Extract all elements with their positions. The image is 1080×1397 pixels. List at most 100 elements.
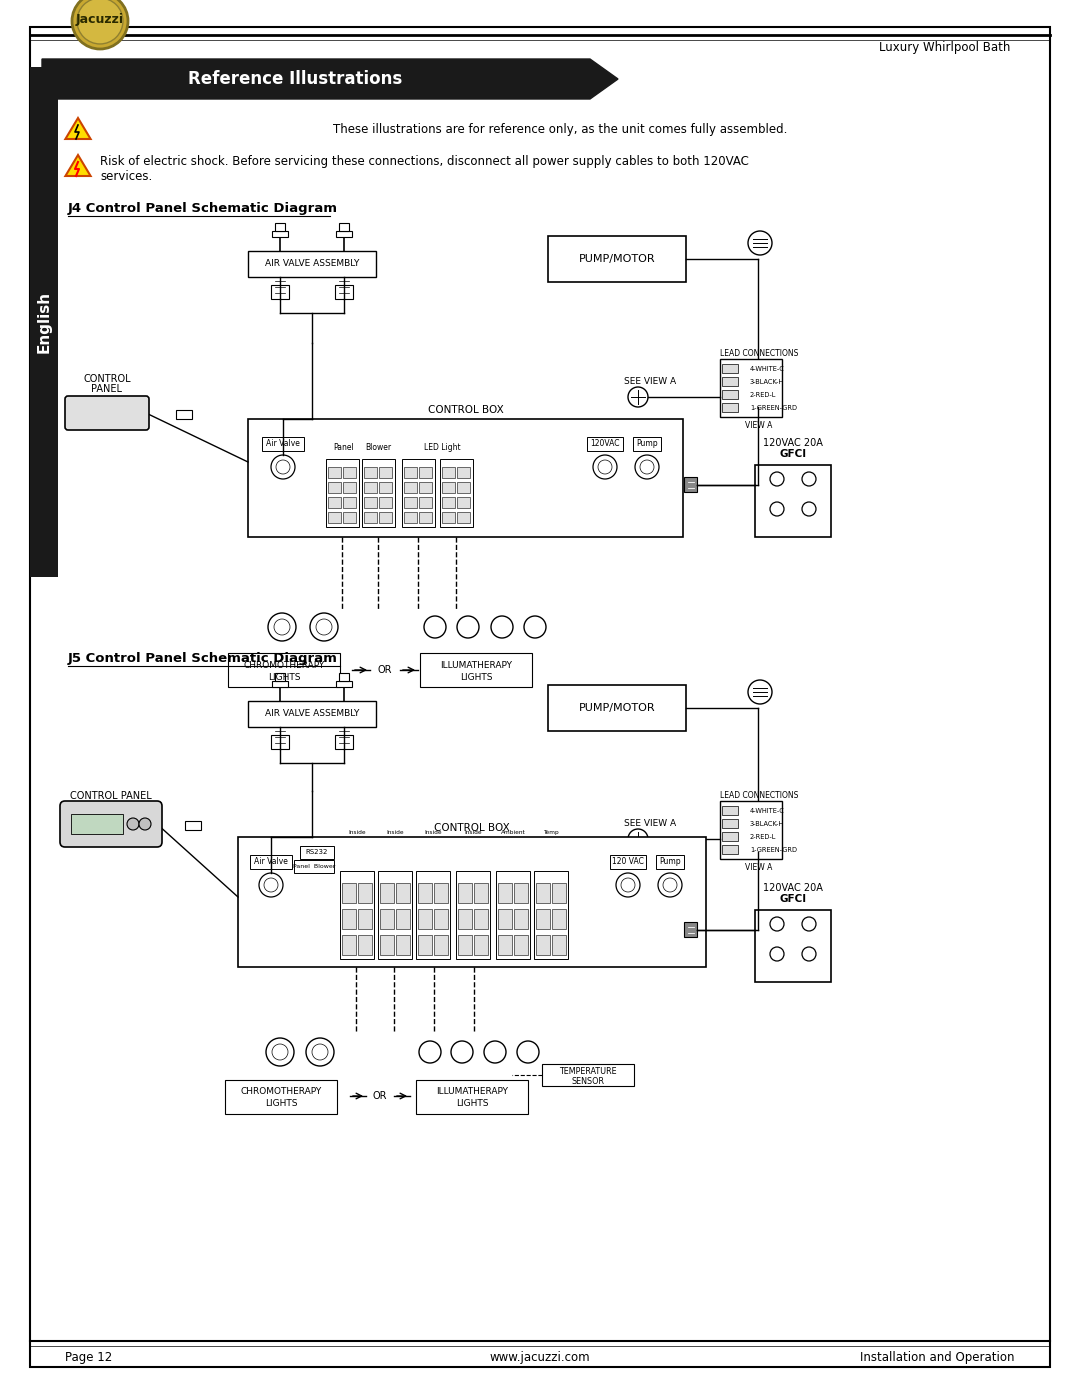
Circle shape	[310, 613, 338, 641]
Bar	[379, 511, 392, 522]
Text: LEAD CONNECTIONS: LEAD CONNECTIONS	[719, 348, 798, 358]
Polygon shape	[42, 59, 618, 99]
Bar	[364, 482, 377, 493]
Bar	[300, 847, 334, 859]
Polygon shape	[66, 155, 91, 176]
Text: CHROMOTHERAPY: CHROMOTHERAPY	[243, 661, 325, 669]
Text: PANEL: PANEL	[92, 384, 122, 394]
Text: LIGHTS: LIGHTS	[460, 672, 492, 682]
Bar	[335, 735, 353, 749]
Circle shape	[598, 460, 612, 474]
Circle shape	[616, 873, 640, 897]
Text: www.jacuzzi.com: www.jacuzzi.com	[489, 1351, 591, 1363]
Bar	[248, 251, 376, 277]
Circle shape	[802, 472, 816, 486]
Text: LIGHTS: LIGHTS	[456, 1099, 488, 1108]
Circle shape	[259, 873, 283, 897]
Bar	[720, 359, 782, 416]
Bar	[440, 460, 473, 527]
Bar	[552, 935, 566, 956]
Text: ILLUMATHERAPY: ILLUMATHERAPY	[440, 661, 512, 669]
Bar	[249, 855, 292, 869]
Text: 2-RED-L: 2-RED-L	[750, 393, 777, 398]
Bar	[396, 909, 410, 929]
Circle shape	[770, 472, 784, 486]
Bar	[656, 855, 684, 869]
Text: Air Valve: Air Valve	[266, 440, 300, 448]
Bar	[434, 909, 448, 929]
Bar	[442, 467, 455, 478]
Bar	[380, 935, 394, 956]
Bar	[474, 883, 488, 902]
Text: 120VAC 20A: 120VAC 20A	[764, 883, 823, 893]
Text: VIEW A: VIEW A	[745, 862, 772, 872]
Text: CONTROL BOX: CONTROL BOX	[434, 823, 510, 833]
Bar	[474, 909, 488, 929]
Circle shape	[524, 616, 546, 638]
Bar	[185, 821, 201, 830]
Text: These illustrations are for reference only, as the unit comes fully assembled.: These illustrations are for reference on…	[333, 123, 787, 136]
Bar	[514, 935, 528, 956]
Bar	[720, 800, 782, 859]
Bar	[339, 673, 349, 680]
Text: CONTROL PANEL: CONTROL PANEL	[70, 791, 152, 800]
Bar	[379, 482, 392, 493]
Text: 120VAC: 120VAC	[591, 440, 620, 448]
Circle shape	[484, 1041, 507, 1063]
Circle shape	[748, 231, 772, 256]
Bar	[396, 935, 410, 956]
Bar	[684, 922, 697, 937]
Bar	[404, 497, 417, 509]
Bar	[396, 883, 410, 902]
Bar	[458, 883, 472, 902]
Text: CONTROL BOX: CONTROL BOX	[428, 405, 503, 415]
Text: 120 VAC: 120 VAC	[612, 858, 644, 866]
Bar	[723, 402, 738, 412]
Bar	[418, 883, 432, 902]
Bar	[342, 909, 356, 929]
Text: 4-WHITE-C: 4-WHITE-C	[750, 366, 785, 372]
Bar	[548, 685, 686, 731]
Bar	[684, 476, 697, 492]
Bar	[419, 511, 432, 522]
Text: 1-GREEN-GRD: 1-GREEN-GRD	[750, 847, 797, 854]
Polygon shape	[66, 117, 91, 138]
Bar	[458, 909, 472, 929]
Text: AIR VALVE ASSEMBLY: AIR VALVE ASSEMBLY	[265, 260, 360, 268]
Bar	[458, 935, 472, 956]
Bar	[498, 909, 512, 929]
Text: SEE VIEW A: SEE VIEW A	[624, 819, 676, 827]
Bar	[552, 909, 566, 929]
Circle shape	[663, 877, 677, 893]
Text: RS232: RS232	[306, 849, 328, 855]
Bar	[339, 224, 349, 231]
Bar	[474, 935, 488, 956]
Text: GFCI: GFCI	[780, 894, 807, 904]
Bar	[442, 511, 455, 522]
Bar	[380, 909, 394, 929]
Circle shape	[640, 460, 654, 474]
Text: J4 Control Panel Schematic Diagram: J4 Control Panel Schematic Diagram	[68, 203, 338, 215]
Bar	[336, 680, 352, 687]
Circle shape	[770, 947, 784, 961]
Text: AIR VALVE ASSEMBLY: AIR VALVE ASSEMBLY	[265, 710, 360, 718]
Text: Pump: Pump	[636, 440, 658, 448]
Bar	[723, 377, 738, 386]
Text: Panel  Blower: Panel Blower	[293, 863, 335, 869]
Bar	[364, 497, 377, 509]
Circle shape	[802, 916, 816, 930]
Bar	[498, 935, 512, 956]
Circle shape	[802, 947, 816, 961]
Bar	[225, 1080, 337, 1113]
Text: CONTROL: CONTROL	[83, 374, 131, 384]
Circle shape	[316, 619, 332, 636]
Bar	[442, 482, 455, 493]
Bar	[378, 870, 411, 958]
Bar	[723, 365, 738, 373]
Bar	[610, 855, 646, 869]
Text: GFCI: GFCI	[780, 448, 807, 460]
Bar	[457, 497, 470, 509]
Text: Inside: Inside	[424, 830, 442, 835]
Bar	[723, 845, 738, 854]
Bar	[248, 701, 376, 726]
